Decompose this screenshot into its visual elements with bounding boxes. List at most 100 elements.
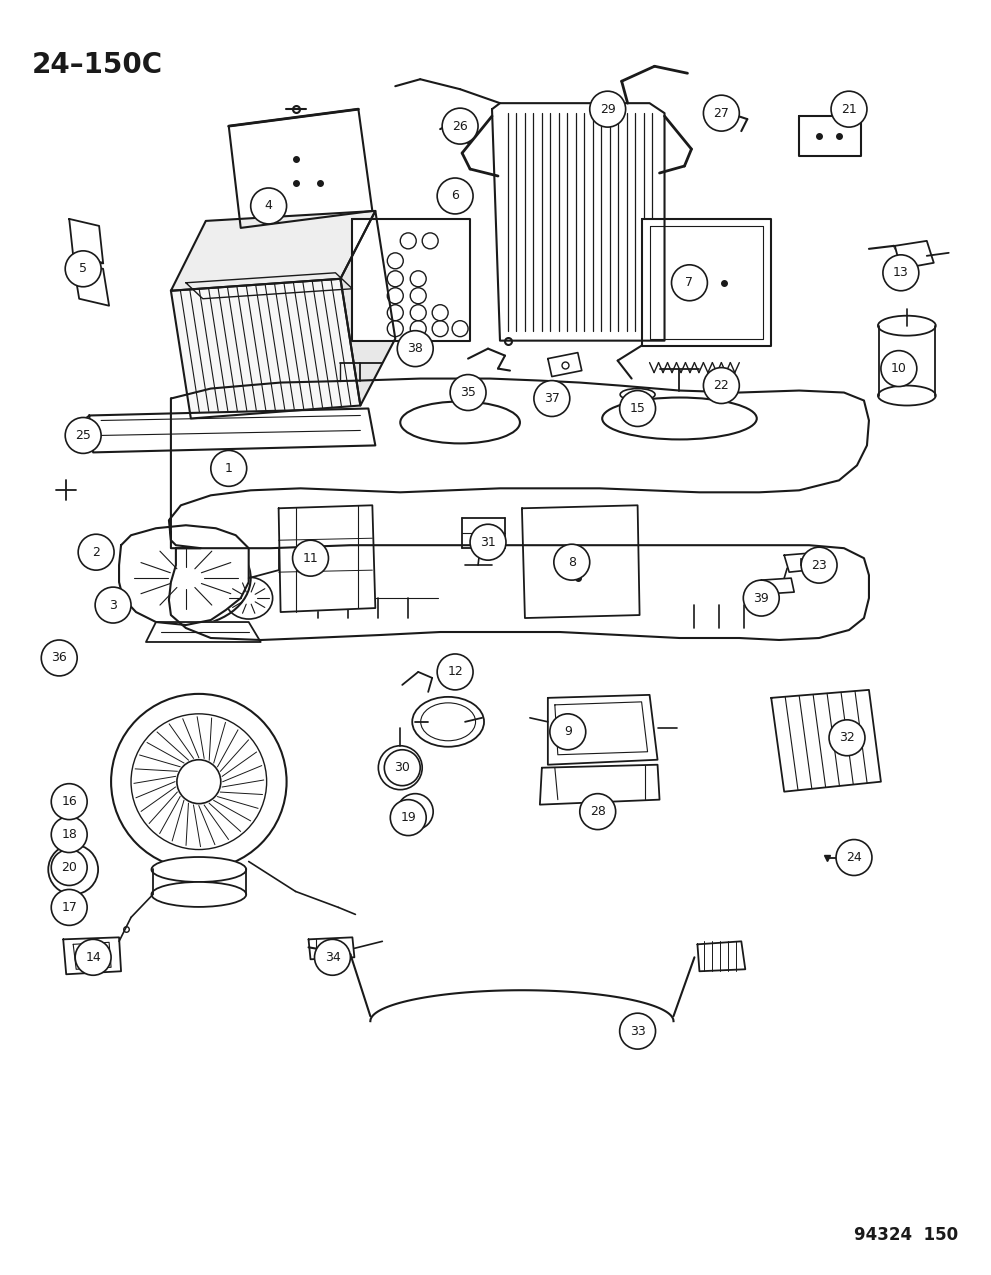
Circle shape — [52, 784, 87, 820]
Circle shape — [470, 524, 506, 560]
Polygon shape — [784, 552, 827, 572]
Circle shape — [52, 816, 87, 853]
Circle shape — [111, 694, 286, 870]
Text: 27: 27 — [714, 107, 729, 120]
Ellipse shape — [152, 857, 246, 882]
Circle shape — [95, 586, 131, 623]
Circle shape — [704, 367, 739, 403]
Ellipse shape — [152, 882, 246, 907]
Polygon shape — [229, 110, 373, 228]
Ellipse shape — [878, 385, 936, 405]
Text: 22: 22 — [714, 379, 729, 391]
Text: 19: 19 — [400, 811, 416, 824]
Ellipse shape — [412, 697, 484, 747]
Circle shape — [450, 375, 486, 411]
Text: 1: 1 — [225, 462, 233, 474]
Text: 21: 21 — [841, 103, 857, 116]
Text: 24–150C: 24–150C — [32, 51, 163, 79]
Polygon shape — [540, 765, 660, 805]
Polygon shape — [308, 937, 355, 959]
Text: 39: 39 — [753, 592, 769, 604]
Text: 24: 24 — [846, 850, 862, 864]
Text: 7: 7 — [686, 277, 694, 289]
Text: 18: 18 — [61, 827, 77, 842]
Text: 25: 25 — [75, 428, 91, 442]
Circle shape — [836, 839, 872, 876]
Circle shape — [75, 940, 111, 975]
Text: 38: 38 — [407, 342, 423, 356]
Polygon shape — [146, 622, 261, 643]
Text: 8: 8 — [568, 556, 576, 569]
Circle shape — [65, 417, 101, 454]
Text: 9: 9 — [564, 725, 572, 738]
Text: 10: 10 — [891, 362, 907, 375]
Text: 13: 13 — [893, 266, 909, 279]
Polygon shape — [799, 116, 861, 156]
Circle shape — [390, 799, 426, 835]
Text: 20: 20 — [61, 861, 77, 873]
Circle shape — [883, 255, 919, 291]
Text: 14: 14 — [85, 951, 101, 964]
Text: 94324  150: 94324 150 — [854, 1225, 958, 1243]
Polygon shape — [895, 241, 934, 269]
Text: 33: 33 — [629, 1025, 645, 1038]
Circle shape — [49, 844, 98, 895]
Polygon shape — [89, 408, 376, 453]
Circle shape — [672, 265, 708, 301]
Text: 17: 17 — [61, 901, 77, 914]
Text: 23: 23 — [812, 558, 826, 571]
Text: 34: 34 — [325, 951, 340, 964]
Text: 35: 35 — [460, 386, 476, 399]
Text: 28: 28 — [590, 805, 606, 819]
Text: 5: 5 — [79, 263, 87, 275]
Circle shape — [442, 108, 478, 144]
Text: 26: 26 — [452, 120, 468, 133]
Circle shape — [437, 179, 473, 214]
Circle shape — [704, 96, 739, 131]
Polygon shape — [278, 505, 376, 612]
Circle shape — [580, 793, 615, 830]
Text: 36: 36 — [52, 652, 67, 664]
Circle shape — [314, 940, 351, 975]
Circle shape — [437, 654, 473, 690]
Circle shape — [534, 380, 570, 417]
Text: 32: 32 — [839, 732, 855, 745]
Polygon shape — [63, 937, 121, 974]
Circle shape — [397, 793, 433, 830]
Circle shape — [743, 580, 779, 616]
Polygon shape — [548, 353, 582, 376]
Polygon shape — [170, 210, 376, 291]
Circle shape — [550, 714, 586, 750]
Circle shape — [177, 760, 221, 803]
Ellipse shape — [878, 316, 936, 335]
Polygon shape — [353, 219, 470, 340]
Circle shape — [397, 330, 433, 367]
Circle shape — [379, 746, 422, 789]
Circle shape — [831, 92, 867, 128]
Text: 2: 2 — [92, 546, 100, 558]
Text: 4: 4 — [265, 199, 273, 213]
Circle shape — [292, 541, 328, 576]
Circle shape — [251, 187, 286, 224]
Circle shape — [65, 251, 101, 287]
Polygon shape — [771, 690, 881, 792]
Circle shape — [881, 351, 917, 386]
Circle shape — [801, 547, 837, 583]
Circle shape — [619, 390, 656, 426]
Text: 11: 11 — [302, 552, 318, 565]
Text: 3: 3 — [109, 598, 117, 612]
Circle shape — [78, 534, 114, 570]
Polygon shape — [119, 525, 249, 625]
Circle shape — [52, 849, 87, 885]
Polygon shape — [641, 219, 771, 346]
Circle shape — [52, 890, 87, 926]
Text: 30: 30 — [394, 761, 410, 774]
Polygon shape — [698, 941, 745, 972]
Text: 29: 29 — [600, 103, 615, 116]
Polygon shape — [69, 219, 103, 263]
Text: 37: 37 — [544, 391, 560, 405]
Circle shape — [590, 92, 625, 128]
Circle shape — [554, 544, 590, 580]
Polygon shape — [492, 103, 665, 340]
Polygon shape — [73, 263, 109, 306]
